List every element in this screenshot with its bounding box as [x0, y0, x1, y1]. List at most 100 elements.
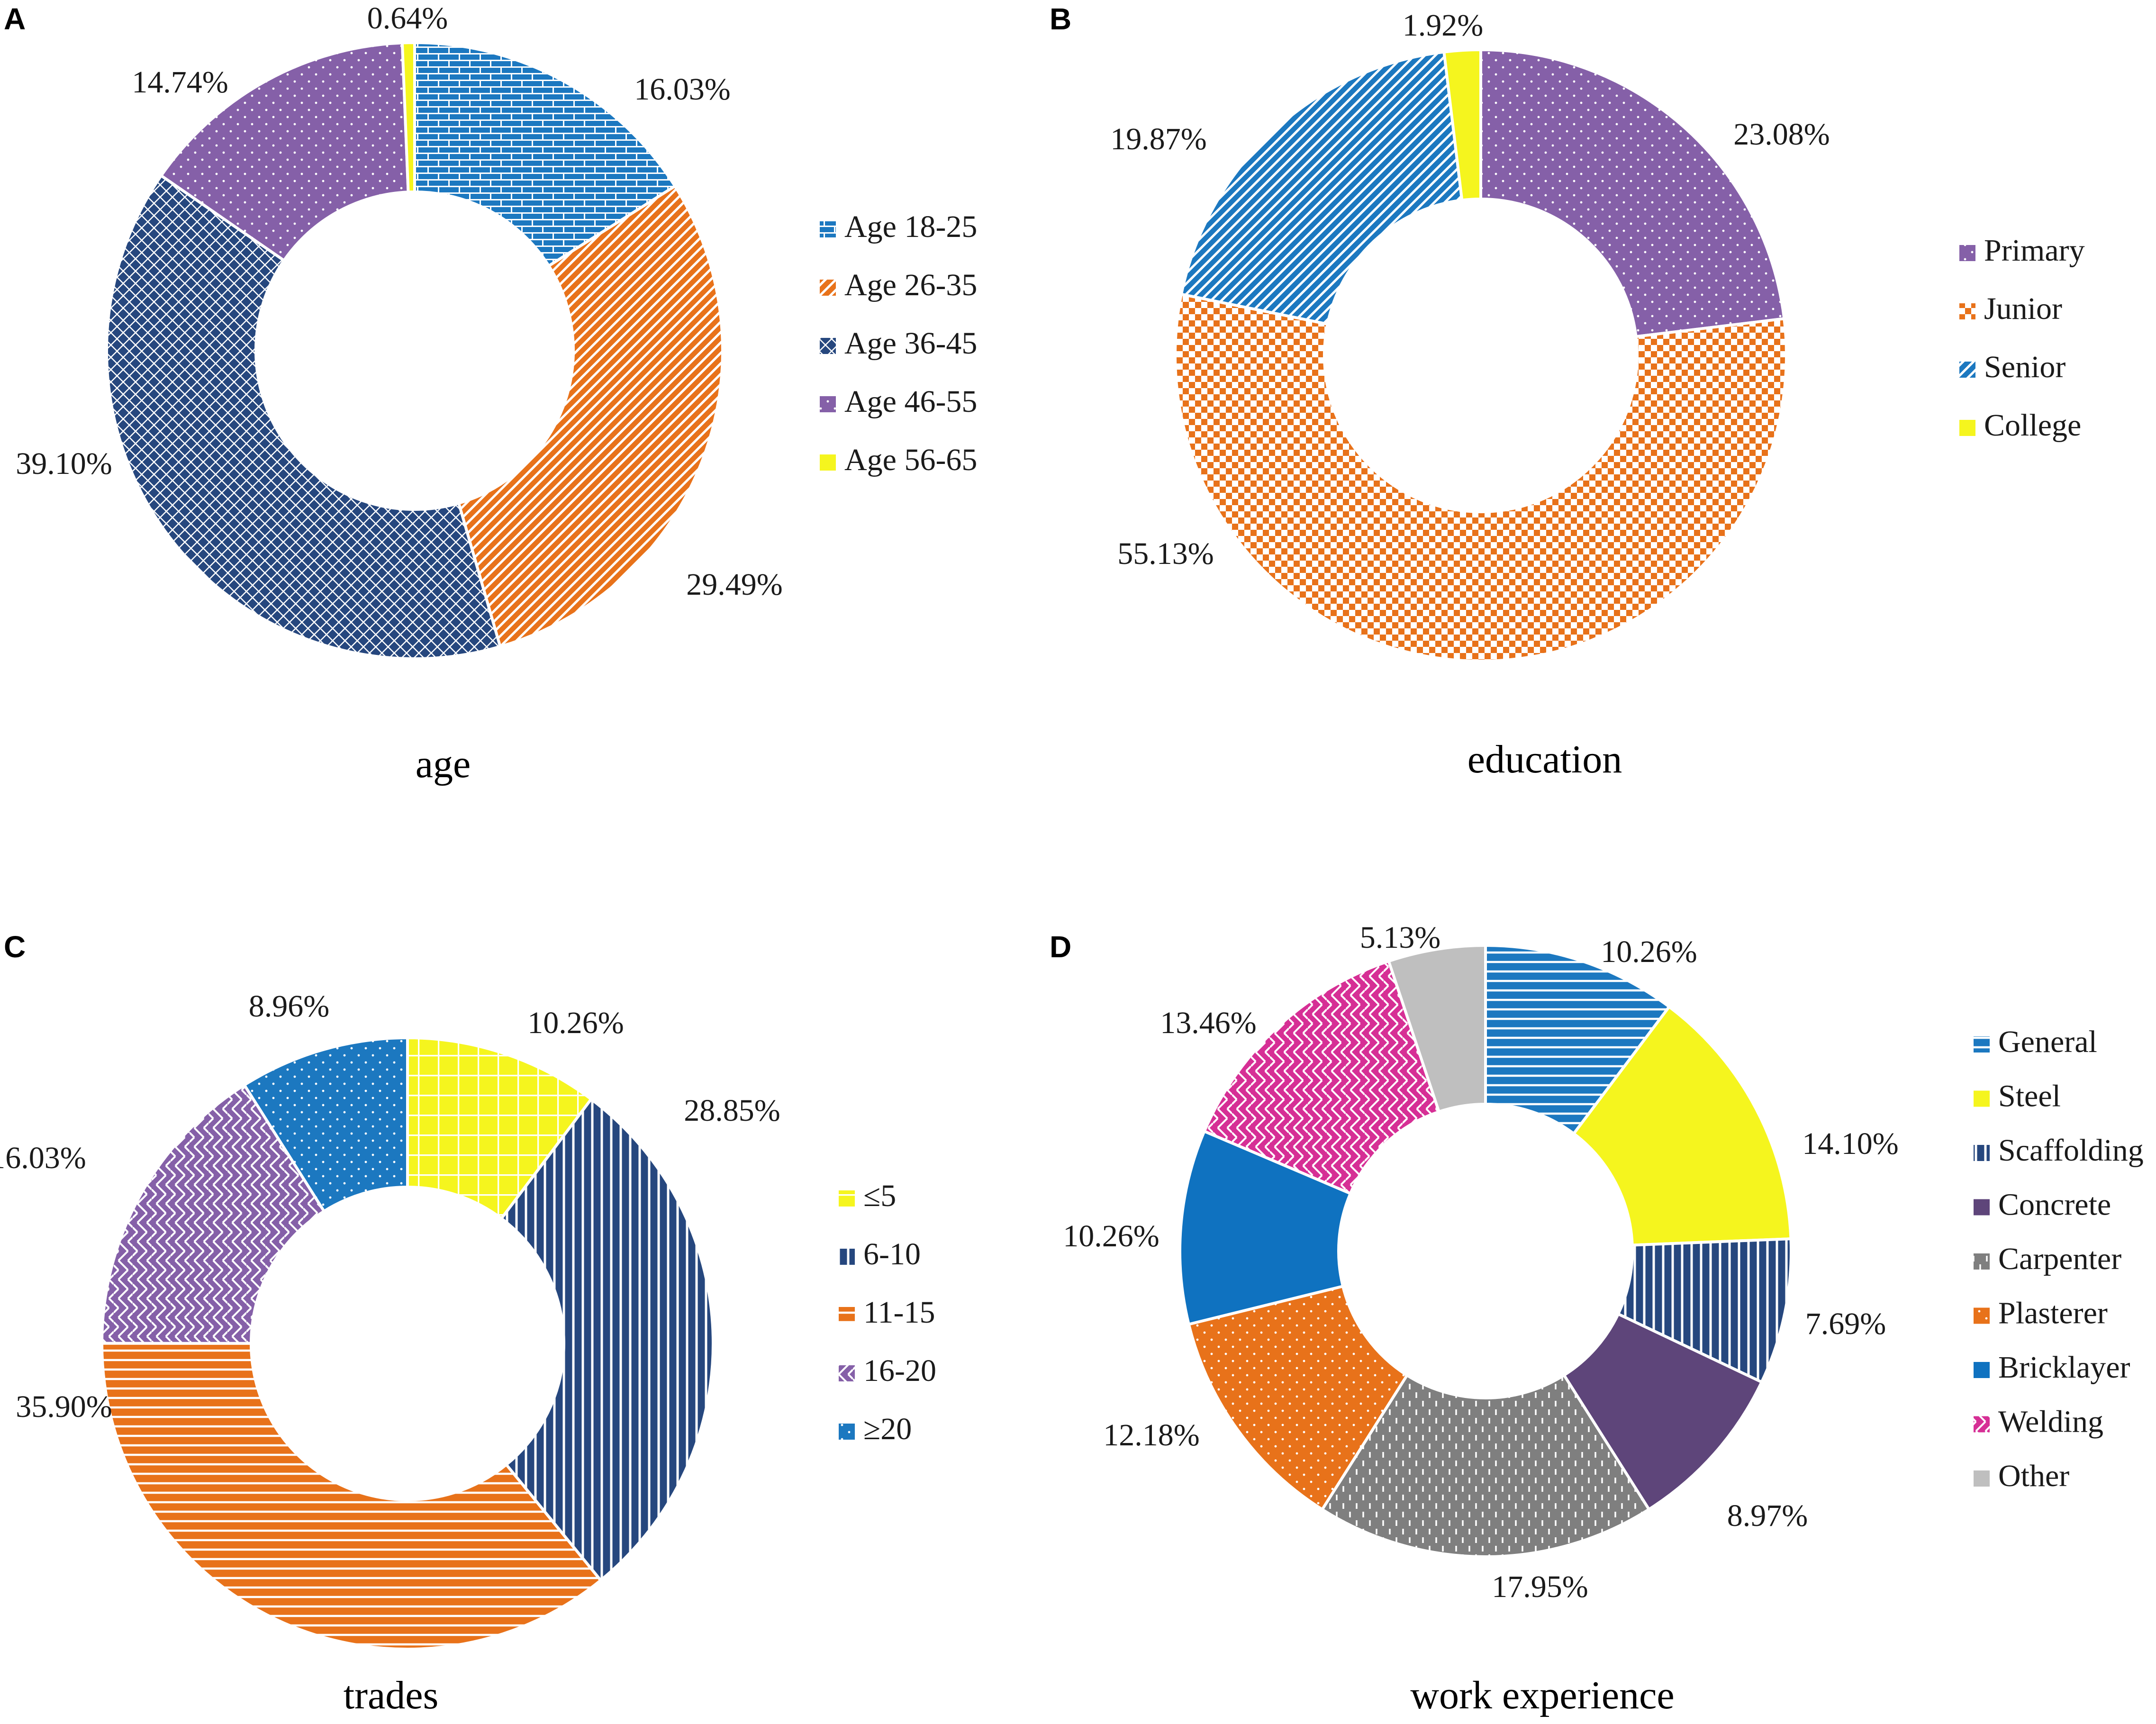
legend-swatch-bricklayer [1974, 1362, 1990, 1378]
caption-education: education [1468, 737, 1622, 781]
slice-label-11-15: 35.90% [16, 1389, 112, 1424]
legend-label-plasterer: Plasterer [1998, 1296, 2108, 1331]
legend-swatch-16-20 [839, 1365, 855, 1381]
slice-age-46-55 [160, 41, 410, 262]
slice-label-age-26-35: 29.49% [686, 567, 782, 602]
slice-label-age-18-25: 16.03% [634, 72, 730, 107]
slice-label-le5: 10.26% [527, 1006, 624, 1040]
legend-swatch-college [1959, 420, 1975, 436]
slice-senior [1180, 50, 1464, 326]
slice-label-senior: 19.87% [1110, 122, 1206, 156]
legend-label-6-10: 6-10 [863, 1237, 921, 1271]
legend-swatch-steel [1974, 1090, 1990, 1107]
slice-16-20 [100, 1083, 326, 1345]
caption-age: age [416, 742, 471, 786]
legend-swatch-plasterer [1974, 1307, 1990, 1324]
legend-swatch-le5 [839, 1190, 855, 1207]
legend-swatch-11-15 [839, 1307, 855, 1323]
legend-label-age-56-65: Age 56-65 [844, 443, 977, 477]
legend-swatch-junior [1959, 303, 1975, 319]
caption-trades: trades [344, 1673, 439, 1717]
legend-label-16-20: 16-20 [863, 1353, 936, 1388]
slice-ge20 [243, 1036, 409, 1213]
legend-label-ge20: ≥20 [863, 1412, 912, 1446]
panel-letter-d: D [1050, 930, 1071, 964]
legend-label-steel: Steel [1998, 1079, 2061, 1114]
legend-label-carpenter: Carpenter [1998, 1242, 2121, 1276]
legend-swatch-other [1974, 1470, 1990, 1487]
legend-swatch-6-10 [839, 1249, 855, 1265]
slice-plasterer [1187, 1285, 1409, 1511]
slice-label-age-56-65: 0.64% [367, 1, 448, 36]
slice-primary [1479, 48, 1786, 338]
donut-chart-work-experience [1178, 944, 1793, 1558]
legend-swatch-primary [1959, 245, 1975, 261]
legend-label-age-18-25: Age 18-25 [844, 209, 977, 244]
legend-label-bricklayer: Bricklayer [1998, 1350, 2130, 1385]
slice-label-primary: 23.08% [1733, 117, 1830, 152]
slice-labels-trades: 10.26% 28.85% 35.90% 16.03% 8.96% [0, 989, 780, 1424]
legend-swatch-carpenter [1974, 1253, 1990, 1270]
panel-d: D 10.26% 14.10% 7.69% 8.97% 17.95% 12.18% 10.2… [1050, 920, 2144, 1717]
slice-other [1387, 944, 1487, 1113]
slice-le5 [406, 1036, 593, 1220]
slice-steel [1572, 1005, 1793, 1247]
slice-6-10 [500, 1098, 715, 1582]
slice-label-general: 10.26% [1601, 935, 1697, 969]
slice-label-other: 5.13% [1360, 920, 1440, 955]
panel-letter-b: B [1050, 2, 1071, 36]
donut-chart-education [1174, 48, 1788, 662]
slice-junior [1174, 292, 1788, 662]
legend-swatch-welding [1974, 1416, 1990, 1433]
legend-swatch-age-46-55 [820, 396, 836, 412]
slice-labels-age: 16.03% 29.49% 39.10% 14.74% 0.64% [16, 1, 782, 602]
legend-label-le5: ≤5 [863, 1179, 896, 1213]
legend-label-age-26-35: Age 26-35 [844, 268, 977, 302]
legend-label-11-15: 11-15 [863, 1295, 935, 1330]
panel-b: B 23.08% 55.13% 19.87% 1.92% Primary Junior S… [1050, 2, 2085, 781]
slice-labels-education: 23.08% 55.13% 19.87% 1.92% [1110, 8, 1830, 571]
slice-carpenter [1321, 1373, 1650, 1558]
slice-label-ge20: 8.96% [249, 989, 329, 1024]
panel-letter-a: A [4, 2, 26, 36]
slice-concrete [1562, 1312, 1763, 1511]
legend-label-senior: Senior [1984, 350, 2065, 384]
slice-label-age-46-55: 14.74% [132, 65, 228, 100]
legend-swatch-age-26-35 [820, 280, 836, 296]
panel-letter-c: C [4, 930, 26, 964]
legend-swatch-ge20 [839, 1424, 855, 1440]
slice-label-bricklayer: 10.26% [1063, 1219, 1159, 1253]
slice-label-junior: 55.13% [1117, 536, 1214, 571]
caption-work-experience: work experience [1410, 1673, 1674, 1717]
slice-welding [1203, 960, 1440, 1195]
legend-trades: ≤5 6-10 11-15 16-20 ≥20 [839, 1179, 936, 1446]
slice-label-scaffolding: 7.69% [1805, 1307, 1886, 1341]
slice-label-steel: 14.10% [1802, 1126, 1898, 1161]
slice-label-6-10: 28.85% [684, 1093, 780, 1128]
slice-11-15 [100, 1342, 602, 1651]
slice-bricklayer [1178, 1130, 1352, 1326]
panel-c: C 10.26% 28.85% 35.90% 16.03% 8.96% ≤5 6-10 11… [0, 930, 936, 1717]
legend-label-age-36-45: Age 36-45 [844, 326, 977, 361]
slice-general [1484, 944, 1671, 1135]
slice-age-26-35 [457, 184, 724, 648]
slice-label-concrete: 8.97% [1727, 1498, 1808, 1533]
legend-label-general: General [1998, 1025, 2097, 1059]
slice-label-carpenter: 17.95% [1492, 1570, 1588, 1604]
slice-label-plasterer: 12.18% [1103, 1418, 1199, 1452]
slice-college [1442, 48, 1482, 202]
donut-chart-trades [100, 1036, 715, 1651]
slice-age-36-45 [105, 174, 502, 660]
slice-label-age-36-45: 39.10% [16, 446, 112, 481]
legend-swatch-age-36-45 [820, 338, 836, 354]
legend-work-experience: General Steel Scaffolding Concrete Carpenter… [1974, 1025, 2144, 1493]
legend-swatch-age-56-65 [820, 454, 836, 471]
legend-swatch-age-18-25 [820, 221, 836, 237]
panel-a: A 16.03% 29.49% 39.10% 14.74% 0.64% Age 18-2… [4, 1, 977, 786]
legend-label-age-46-55: Age 46-55 [844, 384, 977, 419]
legend-swatch-general [1974, 1036, 1990, 1053]
donut-chart-age [105, 41, 724, 660]
legend-swatch-senior [1959, 362, 1975, 378]
legend-label-scaffolding: Scaffolding [1998, 1133, 2144, 1168]
legend-label-primary: Primary [1984, 233, 2085, 268]
